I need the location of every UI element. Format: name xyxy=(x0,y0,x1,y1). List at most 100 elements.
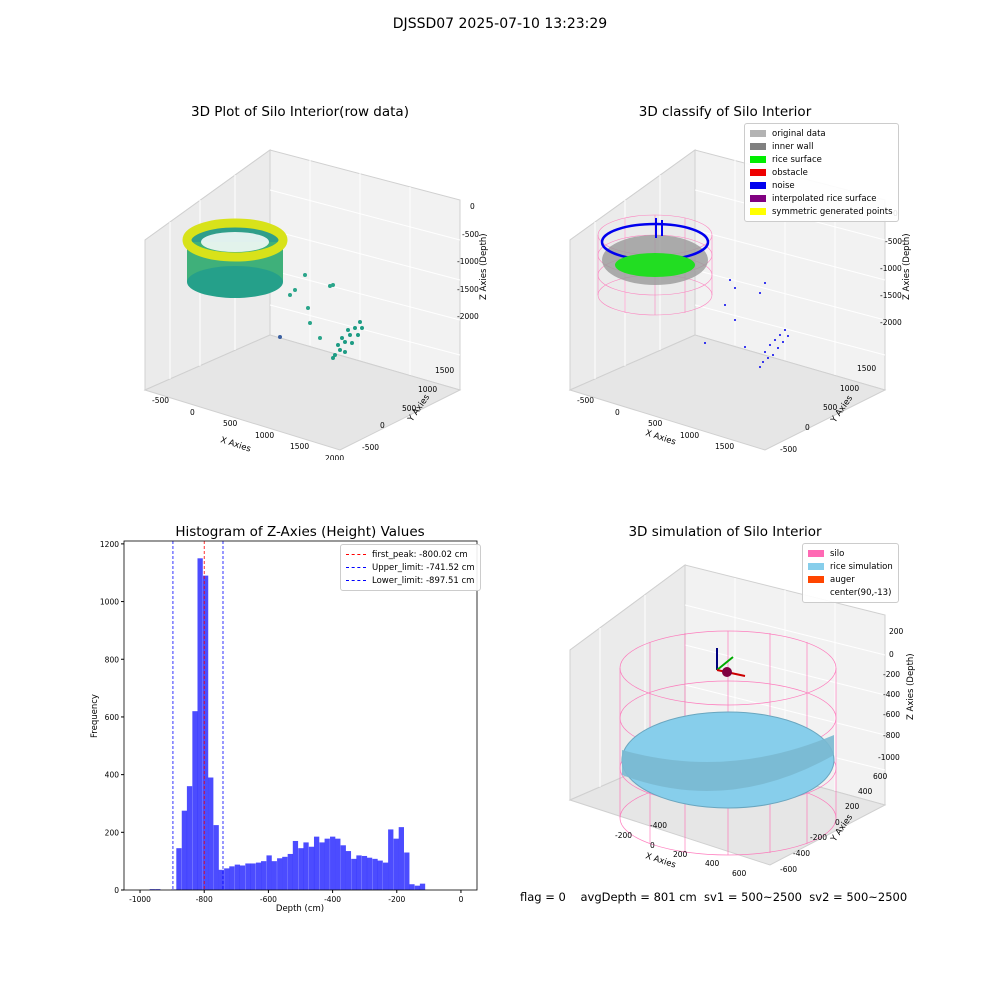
histogram-legend: first_peak: -800.02 cm Upper_limit: -741.… xyxy=(340,544,481,591)
histogram-bar xyxy=(277,858,283,890)
legend-entry: noise xyxy=(750,179,893,192)
histogram-bar xyxy=(382,862,389,890)
histogram-bar xyxy=(372,858,378,890)
raw-z-tick: -2000 xyxy=(457,312,479,321)
histogram-bar xyxy=(404,852,410,890)
histogram-bar xyxy=(319,842,325,890)
simulation-x-tick: 200 xyxy=(673,850,688,859)
simulation-legend: silo rice simulation auger center(90,-13) xyxy=(802,543,899,603)
histogram-y-tick-label: 800 xyxy=(105,655,120,664)
simulation-y-tick: 200 xyxy=(845,802,860,811)
histogram-bar xyxy=(181,810,188,890)
histogram-bar xyxy=(330,836,336,890)
legend-entry: original data xyxy=(750,127,893,140)
histogram-bar xyxy=(208,777,214,890)
histogram-bar xyxy=(324,838,330,890)
raw-z-tick: -1500 xyxy=(457,285,479,294)
histogram-bar xyxy=(192,711,198,890)
legend-entry: auger xyxy=(808,573,893,586)
histogram-x-tick-label: -200 xyxy=(388,895,405,904)
histogram-bar xyxy=(308,846,315,890)
simulation-x-tick: 600 xyxy=(732,869,747,878)
raw-y-tick: 0 xyxy=(380,421,385,430)
legend-label: rice surface xyxy=(772,154,822,165)
legend-swatch xyxy=(346,580,366,581)
simulation-3d-plot[interactable]: -400 -200 0 200 400 600 X Axies -600 -40… xyxy=(555,550,925,880)
raw-y-tick: 1000 xyxy=(418,385,437,394)
classify-z-tick: -2000 xyxy=(880,318,902,327)
simulation-z-label: Z Axies (Depth) xyxy=(906,653,916,720)
histogram-bar xyxy=(197,558,203,890)
simulation-y-tick: 600 xyxy=(873,772,888,781)
raw-z-tick: 0 xyxy=(470,202,475,211)
legend-entry: obstacle xyxy=(750,166,893,179)
raw-x-ticks: -500 0 500 1000 1500 2000 xyxy=(152,396,344,460)
classify-y-tick: 1500 xyxy=(857,364,876,373)
legend-label: Upper_limit: -741.52 cm xyxy=(372,562,475,573)
legend-entry: rice surface xyxy=(750,153,893,166)
legend-swatch xyxy=(750,195,766,202)
histogram-y-tick-label: 600 xyxy=(105,713,120,722)
histogram-bar xyxy=(261,861,267,890)
legend-swatch xyxy=(808,563,824,570)
histogram-bar xyxy=(356,855,362,890)
status-footer: flag = 0 avgDepth = 801 cm sv1 = 500~250… xyxy=(520,890,908,904)
histogram-bar xyxy=(361,855,368,890)
histogram-bar xyxy=(239,865,246,890)
histogram-bar xyxy=(409,884,415,890)
legend-entry: first_peak: -800.02 cm xyxy=(346,548,475,561)
histogram-frame xyxy=(123,540,478,891)
histogram-bar xyxy=(176,848,182,890)
simulation-z-tick: -1000 xyxy=(878,753,900,762)
simulation-x-tick: 0 xyxy=(650,841,655,850)
raw-x-label: X Axies xyxy=(219,435,252,454)
histogram-bar xyxy=(155,889,161,890)
histogram-bar xyxy=(345,851,352,890)
legend-swatch xyxy=(808,576,824,583)
legend-label: obstacle xyxy=(772,167,808,178)
legend-swatch xyxy=(750,130,766,137)
classify-y-tick: 0 xyxy=(805,423,810,432)
legend-entry: silo xyxy=(808,547,893,560)
histogram-y-tick-label: 0 xyxy=(114,886,119,895)
simulation-z-tick: -800 xyxy=(883,731,900,740)
legend-swatch xyxy=(346,567,366,568)
histogram-bar xyxy=(377,860,383,890)
legend-entry: center(90,-13) xyxy=(808,586,893,599)
histogram-y-tick-label: 1200 xyxy=(100,540,119,549)
histogram-bar xyxy=(388,829,394,890)
simulation-z-tick: -600 xyxy=(883,710,900,719)
histogram-x-tick-label: -1000 xyxy=(129,895,151,904)
histogram-bar xyxy=(255,862,262,890)
classify-plot-title: 3D classify of Silo Interior xyxy=(638,104,812,120)
histogram-bar xyxy=(351,858,357,890)
simulation-x-tick: -400 xyxy=(650,821,667,830)
histogram-x-tick-label: -600 xyxy=(260,895,277,904)
legend-swatch xyxy=(808,589,824,596)
histogram-bar xyxy=(271,861,277,890)
raw-x-tick: 1500 xyxy=(290,442,309,451)
classify-z-tick: -1000 xyxy=(880,264,902,273)
classify-z-tick: -1500 xyxy=(880,291,902,300)
classify-x-tick: 500 xyxy=(648,419,663,428)
classify-y-tick: -500 xyxy=(780,445,797,454)
legend-swatch xyxy=(750,156,766,163)
classify-x-tick: 1000 xyxy=(680,431,699,440)
histogram-bar xyxy=(366,857,373,890)
histogram-bar xyxy=(218,869,224,890)
legend-label: center(90,-13) xyxy=(830,587,892,598)
simulation-z-tick: 200 xyxy=(889,627,904,636)
raw-z-tick: -500 xyxy=(462,230,479,239)
legend-label: inner wall xyxy=(772,141,814,152)
histogram-x-label: Depth (cm) xyxy=(276,904,324,914)
histogram-bar xyxy=(292,840,299,890)
figure-title: DJSSD07 2025-07-10 13:23:29 xyxy=(392,16,608,32)
histogram-y-tick-label: 400 xyxy=(105,771,120,780)
legend-entry: symmetric generated points xyxy=(750,205,893,218)
classify-x-tick: 0 xyxy=(615,408,620,417)
simulation-x-tick: -200 xyxy=(615,831,632,840)
histogram-bar xyxy=(287,853,293,890)
histogram-chart[interactable]: -1000 -800 -600 -400 -200 0 0 200 400 600 800 1000… xyxy=(70,530,490,920)
legend-label: first_peak: -800.02 cm xyxy=(372,549,468,560)
raw-3d-plot[interactable]: -500 0 500 1000 1500 2000 X Axies -500 0… xyxy=(130,130,490,460)
